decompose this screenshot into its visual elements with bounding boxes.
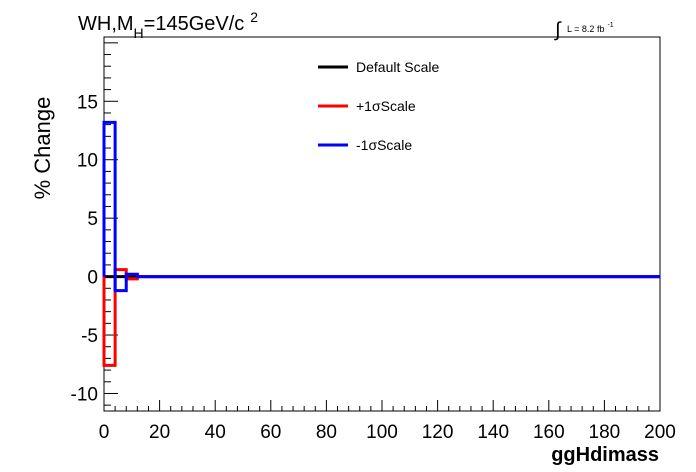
series-line-3 <box>102 120 660 293</box>
y-axis-label: % Change <box>30 97 55 200</box>
x-tick-label: 160 <box>533 422 565 443</box>
y-tick-label: -10 <box>71 384 98 405</box>
luminosity-integral: ∫ <box>554 19 562 41</box>
y-tick-label: 15 <box>77 92 98 113</box>
y-tick-label: 10 <box>77 151 98 172</box>
x-tick-label: 120 <box>422 422 454 443</box>
series-line-2 <box>102 268 660 367</box>
luminosity-label: L = 8.2 fb -1 <box>567 22 614 34</box>
y-tick-label: 5 <box>87 209 98 230</box>
legend: Default Scale +1σScale -1σScale <box>318 59 439 153</box>
legend-label-1: Default Scale <box>356 59 439 75</box>
title-superscript: 2 <box>250 9 258 25</box>
plot-frame <box>103 36 661 412</box>
x-tick-label: 140 <box>477 422 509 443</box>
x-tick-label: 60 <box>260 422 281 443</box>
x-tick-label: 80 <box>316 422 337 443</box>
x-tick-label: 100 <box>366 422 398 443</box>
chart-title: WH,MH=145GeV/c 2 <box>78 9 258 41</box>
axes: 0 20 40 60 80 100 120 140 160 180 200 -10 -5 0 5 10 15 <box>71 42 676 443</box>
x-tick-label: 0 <box>99 422 110 443</box>
series-layer <box>102 120 660 367</box>
title-prefix: WH,M <box>78 13 134 35</box>
luminosity-text: L = 8.2 fb <box>567 24 604 34</box>
x-tick-label: 40 <box>205 422 226 443</box>
legend-label-2: +1σScale <box>356 98 416 114</box>
legend-label-3: -1σScale <box>356 137 412 153</box>
title-suffix: =145GeV/c <box>144 13 245 35</box>
luminosity-superscript: -1 <box>607 22 613 29</box>
y-tick-label: 0 <box>87 268 98 289</box>
x-tick-label: 20 <box>149 422 170 443</box>
x-tick-label: 200 <box>644 422 676 443</box>
y-tick-label: -5 <box>81 326 98 347</box>
x-tick-label: 180 <box>589 422 621 443</box>
x-axis-label: ggHdimass <box>551 444 659 466</box>
title-subscript: H <box>134 25 144 41</box>
